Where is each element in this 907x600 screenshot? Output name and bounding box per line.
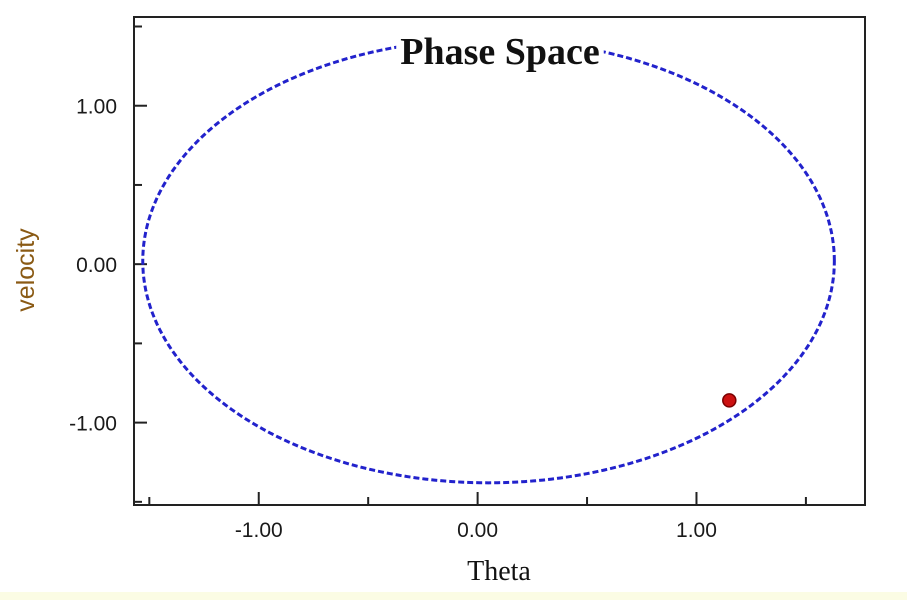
phase-orbit-series xyxy=(141,37,836,485)
title-background xyxy=(396,31,604,73)
bottom-strip xyxy=(0,592,907,600)
x-tick-label: 1.00 xyxy=(676,519,717,542)
chart-title: Phase Space xyxy=(400,31,600,73)
x-tick-label: 0.00 xyxy=(457,519,498,542)
x-axis-label: Theta xyxy=(467,556,531,587)
axis-ticks xyxy=(134,25,807,505)
x-tick-label: -1.00 xyxy=(235,519,283,542)
axis-tick-labels: -1.00 0.00 1.00 -1.00 0.00 1.00 xyxy=(69,96,717,542)
y-tick-label: -1.00 xyxy=(69,413,117,436)
plot-area xyxy=(133,16,866,506)
current-state-marker xyxy=(722,393,737,408)
y-tick-label: 0.00 xyxy=(76,254,117,277)
y-tick-label: 1.00 xyxy=(76,96,117,119)
y-axis-label: velocity xyxy=(12,228,40,312)
